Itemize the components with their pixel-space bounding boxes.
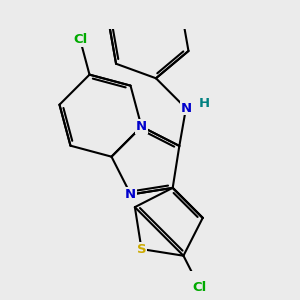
Text: N: N [125, 188, 136, 201]
Text: N: N [180, 102, 191, 115]
Text: Cl: Cl [193, 281, 207, 294]
Text: H: H [199, 97, 210, 110]
Text: Cl: Cl [73, 33, 87, 46]
Text: S: S [137, 243, 146, 256]
Text: N: N [136, 120, 147, 133]
